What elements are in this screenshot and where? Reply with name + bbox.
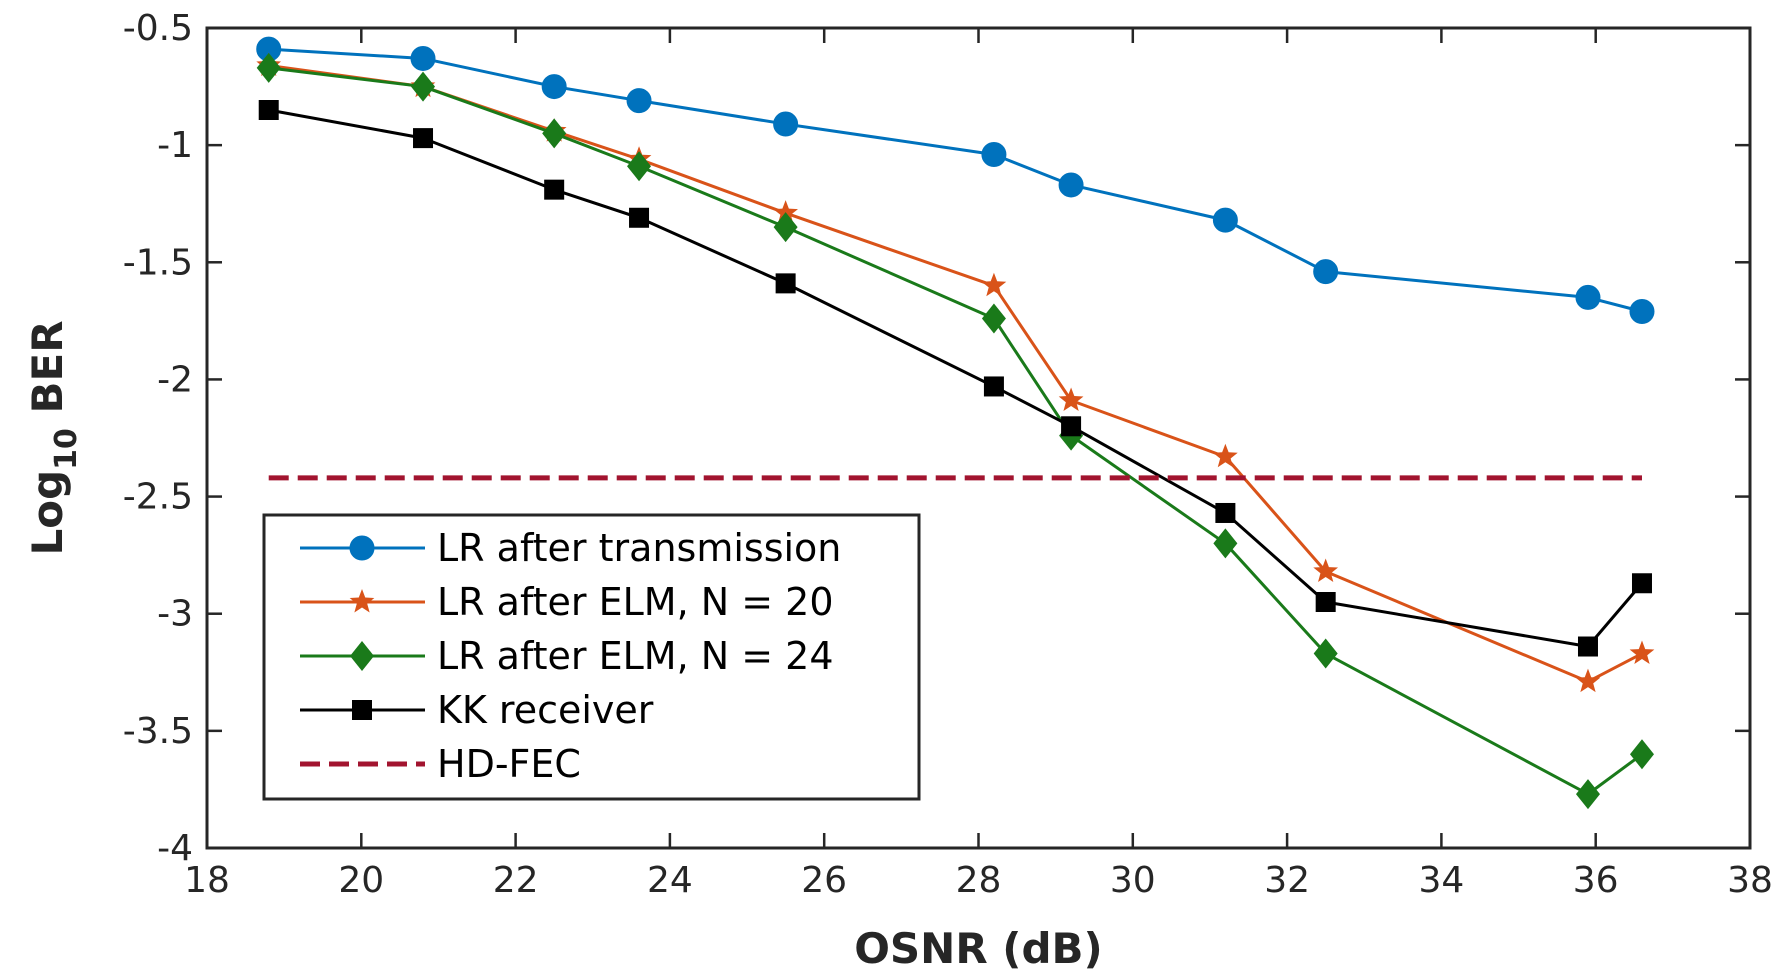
data-point: [1061, 416, 1082, 437]
legend-label: LR after ELM, N = 24: [437, 634, 834, 678]
data-point: [627, 151, 652, 182]
y-tick-label: -4: [157, 828, 193, 869]
data-point: [1629, 640, 1655, 665]
data-point: [629, 207, 650, 228]
data-point: [626, 88, 652, 114]
legend-entry: LR after transmission: [300, 526, 841, 570]
data-point: [410, 45, 436, 71]
series-kk-receiver: [258, 100, 1652, 657]
series-lr-after-elm-n-24: [256, 52, 1654, 810]
data-point: [1629, 739, 1654, 770]
data-point: [1058, 172, 1084, 198]
y-axis-title-rest: BER: [23, 320, 72, 428]
data-point: [983, 376, 1004, 397]
legend-entry: LR after ELM, N = 24: [300, 634, 834, 678]
x-tick-label: 28: [956, 860, 1002, 901]
legend-label: HD-FEC: [437, 742, 581, 786]
data-point: [1212, 207, 1238, 233]
data-point: [1215, 502, 1236, 523]
data-point: [775, 273, 796, 294]
data-point: [773, 212, 798, 243]
x-tick-label: 34: [1418, 860, 1464, 901]
y-axis-title-main: Log: [23, 470, 72, 556]
data-point: [1213, 528, 1238, 559]
series-layer: [256, 36, 1655, 810]
data-point: [1575, 779, 1600, 810]
x-tick-label: 36: [1573, 860, 1619, 901]
x-tick-label: 26: [801, 860, 847, 901]
y-tick-label: -3.5: [123, 711, 193, 752]
y-tick-label: -1: [157, 125, 193, 166]
data-point: [544, 179, 565, 200]
data-point: [258, 100, 279, 120]
data-point: [1058, 387, 1084, 412]
y-tick-label: -3: [157, 594, 193, 635]
data-point: [981, 272, 1007, 297]
data-point: [256, 52, 281, 83]
legend-entry: LR after ELM, N = 20: [300, 580, 834, 624]
legend: LR after transmission LR after ELM, N = 2…: [262, 513, 921, 801]
data-point: [413, 128, 434, 149]
legend-entry: HD-FEC: [300, 742, 581, 786]
y-tick-label: -0.5: [123, 8, 193, 49]
data-point: [1213, 443, 1238, 468]
x-tick-label: 24: [647, 860, 693, 901]
data-point: [1631, 573, 1652, 594]
y-tick-label: -2.5: [123, 477, 193, 518]
data-point: [1575, 284, 1601, 310]
data-point: [411, 71, 436, 102]
data-point: [981, 303, 1006, 334]
legend-entry: KK receiver: [300, 688, 654, 732]
data-point: [1313, 558, 1339, 583]
data-point: [1577, 636, 1598, 657]
data-point: [773, 111, 799, 137]
legend-label: LR after ELM, N = 20: [437, 580, 834, 624]
y-tick-label: -1.5: [123, 242, 193, 283]
legend-marker: [352, 700, 372, 720]
data-point: [981, 142, 1007, 168]
data-point: [1315, 592, 1336, 612]
x-axis-title: OSNR (dB): [854, 924, 1103, 973]
y-tick-label: -2: [157, 359, 193, 400]
data-point: [1575, 668, 1601, 693]
data-point: [773, 200, 798, 224]
data-point: [1629, 298, 1655, 324]
data-point: [1313, 638, 1338, 669]
axes: 18 20 22 24 26 28 30 32 34 36 38 -0.5 -1 -1.5 -2 -2.5 -3…: [23, 8, 1773, 973]
series-lr-after-transmission: [256, 36, 1655, 324]
x-tick-label: 18: [184, 860, 230, 901]
data-point: [541, 74, 567, 100]
legend-label: KK receiver: [437, 688, 654, 732]
y-axis-title-subscript: 10: [49, 428, 84, 470]
y-axis-title: Log10 BER: [23, 320, 84, 555]
x-tick-label: 30: [1110, 860, 1156, 901]
legend-label: LR after transmission: [437, 526, 841, 570]
data-point: [1313, 259, 1339, 285]
legend-marker: [349, 535, 375, 561]
x-tick-label: 22: [493, 860, 539, 901]
data-point: [542, 118, 567, 149]
x-tick-label: 32: [1264, 860, 1310, 901]
legend-marker: [350, 641, 374, 671]
x-tick-label: 20: [338, 860, 384, 901]
x-tick-label: 38: [1727, 860, 1773, 901]
legend-marker: [349, 589, 375, 613]
